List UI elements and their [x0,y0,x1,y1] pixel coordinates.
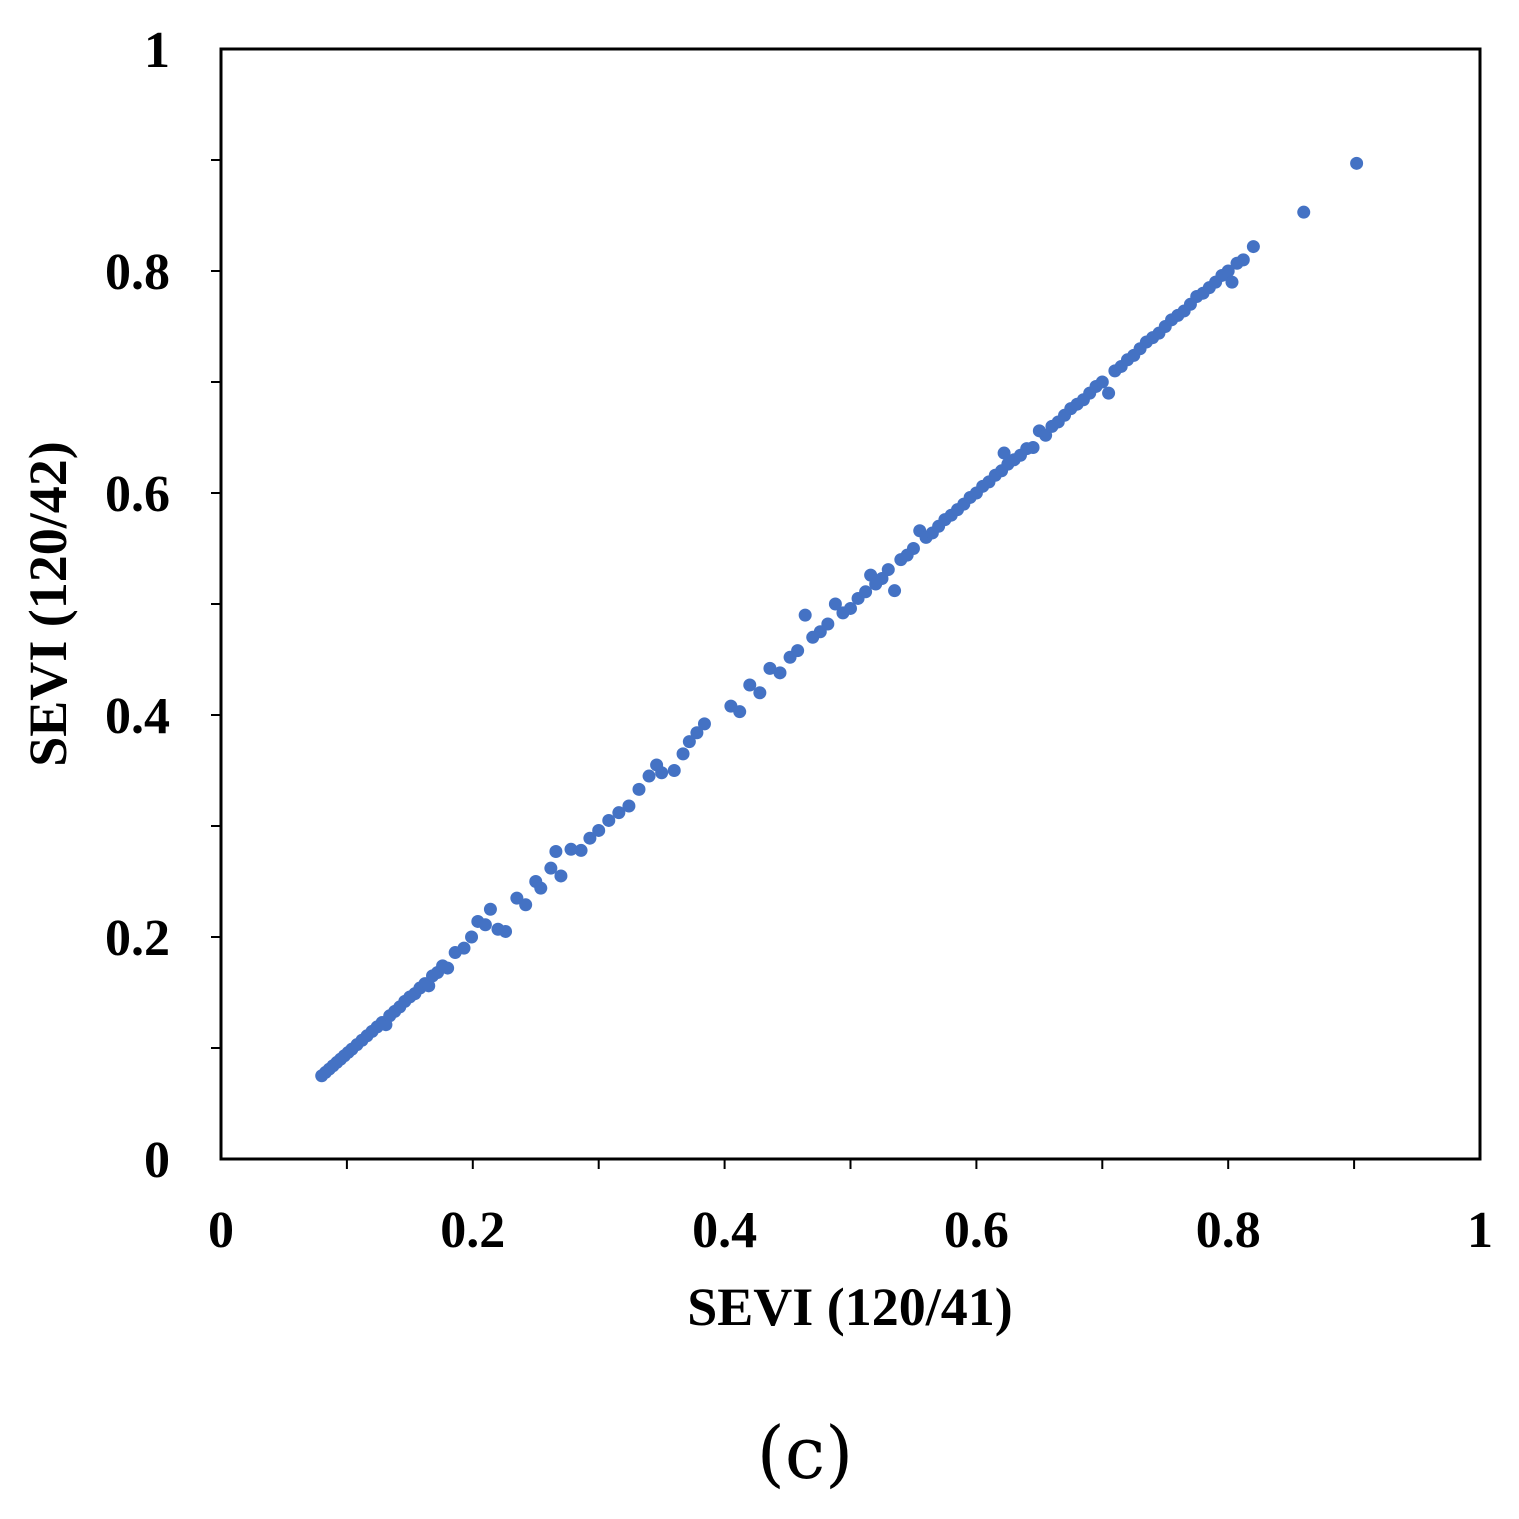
data-point [574,843,588,857]
data-point [564,842,578,856]
data-point [441,961,455,975]
data-point [478,918,492,932]
panel-label: (c) [757,1411,854,1495]
data-point [554,869,568,883]
data-point [821,617,835,631]
data-point [906,542,920,555]
data-point [676,747,690,761]
x-tick-label: 0 [208,1202,234,1259]
y-axis-tick-labels: 0 0.2 0.4 0.6 0.8 1 [105,22,170,1189]
data-point [499,924,513,938]
data-point [1350,156,1364,170]
x-axis-title: SEVI (120/41) [687,1277,1013,1337]
x-axis-tick-labels: 0 0.2 0.4 0.6 0.8 1 [208,1202,1493,1259]
data-point [888,584,902,598]
data-point [763,661,777,675]
data-point [743,678,757,692]
data-point [483,902,497,916]
data-point [859,585,873,599]
data-point [881,563,895,577]
data-point [592,823,606,837]
data-point [534,881,548,895]
data-point [510,891,524,905]
data-point [422,979,436,993]
data-point [1246,240,1260,254]
data-point [773,666,787,680]
y-tick-label: 0.2 [105,910,170,967]
scatter-points [315,156,1364,1083]
data-point [753,686,767,700]
data-point [1225,275,1239,289]
x-tick-label: 0.4 [692,1202,757,1259]
data-point [583,831,597,845]
data-point [602,813,616,827]
y-axis-title: SEVI (120/42) [18,441,78,767]
data-point [655,766,669,780]
data-point [690,726,704,740]
data-point [733,705,747,719]
data-point [697,717,711,731]
data-point [622,799,636,813]
data-point [1297,205,1311,219]
data-point [632,782,646,796]
y-tick-label: 0.8 [105,244,170,301]
data-point [791,644,805,658]
data-point [642,769,656,783]
x-tick-label: 1 [1467,1202,1493,1259]
y-tick-label: 0 [144,1132,170,1189]
data-point [1026,440,1040,454]
data-point [519,898,533,912]
data-point [544,861,558,875]
data-point [465,930,479,944]
y-tick-label: 0.6 [105,466,170,523]
data-point [1221,264,1235,278]
data-point [457,941,471,955]
data-point [1102,386,1116,400]
y-axis-ticks [211,159,221,1049]
data-point [682,735,696,749]
y-tick-label: 0.4 [105,688,170,745]
data-point [667,764,681,777]
data-point [549,845,563,859]
x-axis-ticks [345,1159,1356,1169]
data-point [798,608,812,622]
x-tick-label: 0.8 [1196,1202,1261,1259]
data-point [844,601,857,615]
x-tick-label: 0.6 [944,1202,1009,1259]
data-point [612,806,626,820]
y-tick-label: 1 [144,22,170,79]
data-point [828,597,842,611]
x-tick-label: 0.2 [440,1202,505,1259]
data-point [1095,375,1109,389]
data-point [997,446,1011,460]
data-point [1236,253,1250,267]
